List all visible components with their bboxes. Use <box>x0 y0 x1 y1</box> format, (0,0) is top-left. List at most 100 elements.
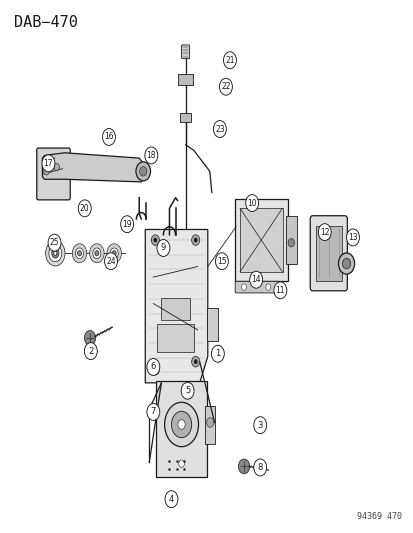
Text: 20: 20 <box>80 204 89 213</box>
Circle shape <box>342 259 350 269</box>
Circle shape <box>151 235 159 245</box>
Circle shape <box>191 357 199 367</box>
Circle shape <box>253 417 266 434</box>
Circle shape <box>213 120 226 138</box>
Polygon shape <box>42 153 145 182</box>
Text: 13: 13 <box>347 233 357 242</box>
Circle shape <box>194 238 197 242</box>
FancyBboxPatch shape <box>309 216 347 291</box>
FancyBboxPatch shape <box>178 74 193 85</box>
Circle shape <box>249 271 262 288</box>
Text: 7: 7 <box>150 407 156 416</box>
Circle shape <box>273 282 286 299</box>
Circle shape <box>45 240 65 266</box>
Text: 6: 6 <box>150 362 156 372</box>
Text: 15: 15 <box>216 257 226 266</box>
Text: 11: 11 <box>275 286 285 295</box>
Circle shape <box>171 411 191 438</box>
Circle shape <box>145 147 157 164</box>
Text: 14: 14 <box>251 275 260 284</box>
Circle shape <box>241 284 246 290</box>
Circle shape <box>84 330 95 345</box>
Circle shape <box>102 128 115 146</box>
Circle shape <box>287 238 294 247</box>
Text: 4: 4 <box>169 495 174 504</box>
Circle shape <box>238 459 249 474</box>
Circle shape <box>165 491 178 507</box>
Circle shape <box>54 251 57 255</box>
FancyBboxPatch shape <box>181 45 189 59</box>
Circle shape <box>223 52 236 69</box>
FancyBboxPatch shape <box>205 406 214 444</box>
Circle shape <box>206 418 214 427</box>
FancyBboxPatch shape <box>235 281 278 293</box>
Circle shape <box>43 167 49 175</box>
Circle shape <box>181 382 194 399</box>
Circle shape <box>265 284 270 290</box>
Circle shape <box>191 235 199 245</box>
Circle shape <box>48 234 61 251</box>
Text: 23: 23 <box>214 125 224 133</box>
Text: 3: 3 <box>257 421 262 430</box>
Circle shape <box>178 460 184 467</box>
Circle shape <box>42 155 55 172</box>
Circle shape <box>211 345 224 362</box>
Circle shape <box>164 402 198 447</box>
FancyBboxPatch shape <box>234 199 287 281</box>
Polygon shape <box>145 230 207 383</box>
Circle shape <box>112 251 116 256</box>
Circle shape <box>151 365 159 375</box>
Circle shape <box>215 253 228 270</box>
Circle shape <box>107 244 121 263</box>
Circle shape <box>147 403 159 421</box>
Text: 17: 17 <box>43 159 53 168</box>
Text: 24: 24 <box>106 257 116 266</box>
Circle shape <box>75 248 83 259</box>
Text: 19: 19 <box>122 220 132 229</box>
Text: 1: 1 <box>215 349 220 358</box>
Text: 2: 2 <box>88 346 93 356</box>
Circle shape <box>219 78 232 95</box>
Text: 10: 10 <box>247 198 256 207</box>
Text: 18: 18 <box>146 151 156 160</box>
Text: 5: 5 <box>185 386 190 395</box>
Circle shape <box>253 459 266 476</box>
Circle shape <box>139 166 147 176</box>
Text: 8: 8 <box>257 463 262 472</box>
Text: 94369 470: 94369 470 <box>356 512 401 521</box>
Circle shape <box>147 359 159 375</box>
Text: 16: 16 <box>104 132 114 141</box>
Circle shape <box>52 248 59 258</box>
Circle shape <box>54 164 59 171</box>
Circle shape <box>157 239 169 256</box>
Circle shape <box>84 343 97 360</box>
Circle shape <box>194 360 197 364</box>
FancyBboxPatch shape <box>315 226 341 281</box>
Circle shape <box>95 251 99 256</box>
FancyBboxPatch shape <box>161 298 190 320</box>
FancyBboxPatch shape <box>157 324 194 352</box>
FancyBboxPatch shape <box>207 308 218 341</box>
Circle shape <box>153 238 157 242</box>
FancyBboxPatch shape <box>37 148 70 200</box>
Circle shape <box>49 245 62 262</box>
Text: 21: 21 <box>225 56 234 64</box>
FancyBboxPatch shape <box>239 208 282 272</box>
Circle shape <box>135 162 150 181</box>
Text: 22: 22 <box>221 82 230 91</box>
Circle shape <box>89 244 104 263</box>
Text: DAB−470: DAB−470 <box>14 15 78 30</box>
FancyBboxPatch shape <box>285 216 296 264</box>
Circle shape <box>346 229 358 246</box>
Text: 25: 25 <box>50 238 59 247</box>
Circle shape <box>77 251 81 256</box>
FancyBboxPatch shape <box>156 381 206 477</box>
FancyBboxPatch shape <box>180 112 190 122</box>
Circle shape <box>245 195 258 212</box>
Circle shape <box>178 419 185 429</box>
Circle shape <box>104 253 117 270</box>
Circle shape <box>72 244 87 263</box>
Circle shape <box>93 248 101 259</box>
Circle shape <box>110 248 118 259</box>
Circle shape <box>120 216 133 233</box>
